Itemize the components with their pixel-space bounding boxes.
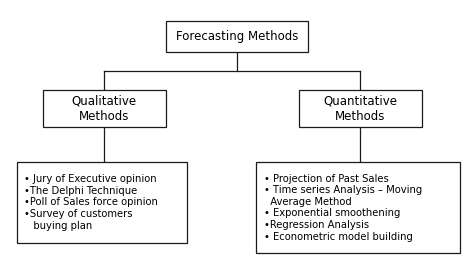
FancyBboxPatch shape bbox=[17, 162, 187, 243]
FancyBboxPatch shape bbox=[299, 90, 422, 127]
Text: Qualitative
Methods: Qualitative Methods bbox=[72, 95, 137, 122]
FancyBboxPatch shape bbox=[43, 90, 166, 127]
Text: • Jury of Executive opinion
•The Delphi Technique
•Poll of Sales force opinion
•: • Jury of Executive opinion •The Delphi … bbox=[24, 174, 158, 230]
Text: • Projection of Past Sales
• Time series Analysis – Moving
  Average Method
• Ex: • Projection of Past Sales • Time series… bbox=[264, 174, 422, 242]
FancyBboxPatch shape bbox=[256, 162, 460, 253]
Text: Quantitative
Methods: Quantitative Methods bbox=[323, 95, 397, 122]
FancyBboxPatch shape bbox=[166, 21, 308, 51]
Text: Forecasting Methods: Forecasting Methods bbox=[176, 30, 298, 43]
